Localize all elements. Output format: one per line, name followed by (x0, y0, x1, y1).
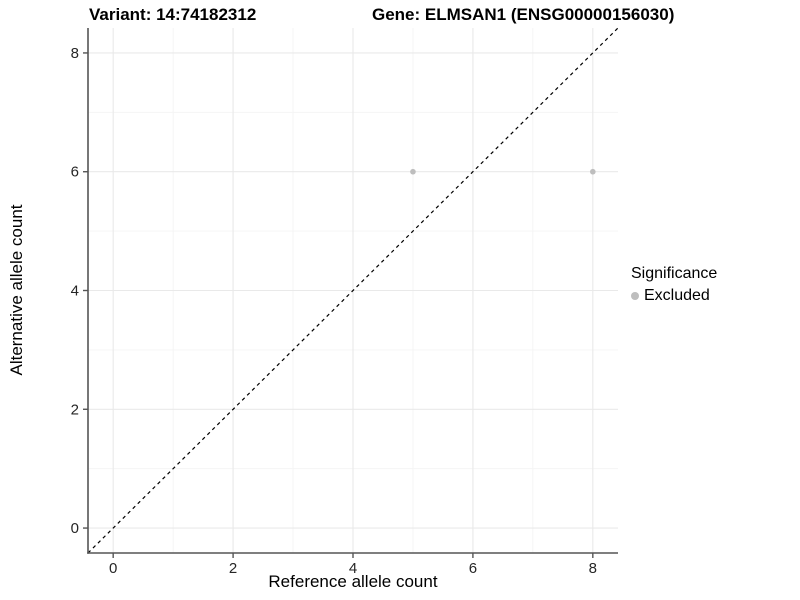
y-tick-label: 0 (71, 520, 79, 537)
x-tick-label: 6 (469, 560, 477, 577)
legend-title: Significance (631, 265, 718, 282)
legend-item-excluded: Excluded (631, 285, 717, 307)
legend: Significance Excluded (631, 263, 717, 307)
y-tick-label: 2 (71, 401, 79, 418)
x-tick-label: 4 (349, 560, 357, 577)
y-tick-label: 8 (71, 45, 79, 62)
y-tick-label: 4 (71, 283, 79, 300)
x-tick-label: 0 (109, 560, 117, 577)
x-tick-label: 8 (589, 560, 597, 577)
y-tick-label: 6 (71, 164, 79, 181)
x-tick-label: 2 (229, 560, 237, 577)
identity-line (87, 27, 619, 554)
variant-title: Variant: 14:74182312 (89, 5, 257, 24)
x-axis-title: Reference allele count (268, 572, 438, 591)
data-point (410, 168, 416, 175)
y-axis-title: Alternative allele count (7, 204, 26, 376)
gene-title: Gene: ELMSAN1 (ENSG00000156030) (372, 5, 675, 24)
legend-key-dot-icon (631, 292, 639, 300)
legend-item-label: Excluded (644, 287, 710, 304)
data-point (590, 168, 596, 175)
